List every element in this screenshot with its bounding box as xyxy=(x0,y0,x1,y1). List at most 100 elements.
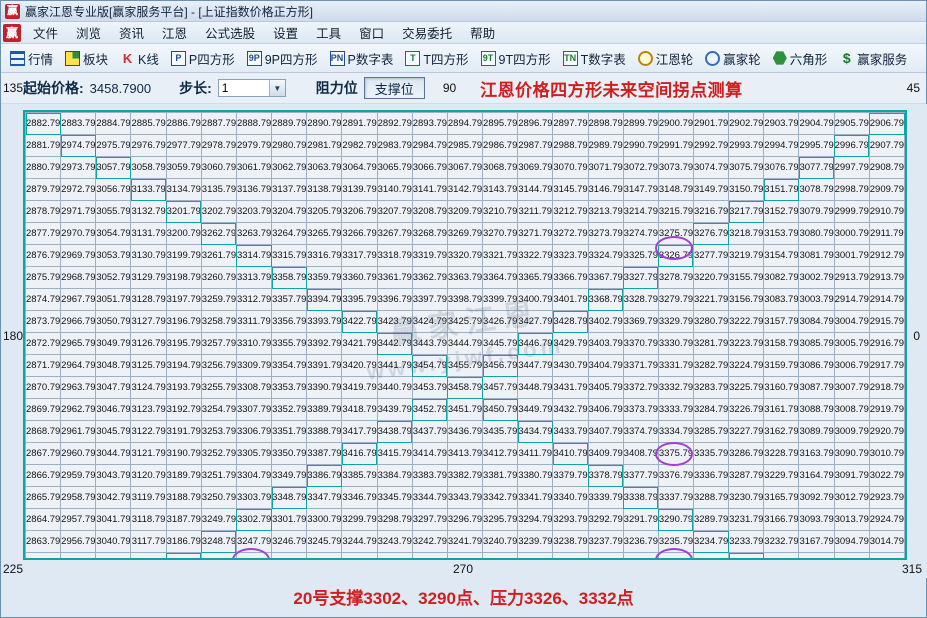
table-cell[interactable]: 3010.79 xyxy=(868,442,905,465)
table-cell[interactable]: 3199.79 xyxy=(165,244,202,267)
table-cell[interactable]: 3007.79 xyxy=(833,376,870,399)
table-cell[interactable]: 3387.79 xyxy=(306,442,343,465)
table-cell[interactable]: 3131.79 xyxy=(130,222,167,245)
table-cell[interactable]: 3283.79 xyxy=(692,376,730,399)
table-cell[interactable]: 3451.79 xyxy=(446,398,484,421)
table-cell[interactable]: 2999.79 xyxy=(833,200,870,223)
table-cell[interactable]: 3243.79 xyxy=(376,530,413,553)
table-cell[interactable]: 3215.79 xyxy=(657,200,694,223)
table-cell[interactable]: 3447.79 xyxy=(517,354,554,377)
table-cell[interactable]: 3265.79 xyxy=(306,222,343,245)
table-cell[interactable]: 3408.79 xyxy=(622,442,659,465)
table-row[interactable]: 2876.79 2969.79 3053.79 3130.79 3199.79 3261.… xyxy=(25,244,905,267)
table-cell[interactable]: 3198.79 xyxy=(165,266,202,289)
gann-price-square-table[interactable]: 2882.79 2883.79 2884.79 2885.79 2886.79 2887.… xyxy=(23,110,907,560)
table-cell[interactable]: 3423.79 xyxy=(376,310,413,333)
table-cell[interactable]: 3291.79 xyxy=(622,508,659,531)
table-cell[interactable]: 3284.79 xyxy=(692,398,730,421)
table-cell[interactable]: 3125.79 xyxy=(130,354,167,377)
table-row[interactable]: 2869.79 2962.79 3046.79 3123.79 3192.79 3254.… xyxy=(25,398,905,421)
table-cell[interactable]: 3180.79 xyxy=(341,552,378,558)
table-cell[interactable]: 3406.79 xyxy=(587,398,624,421)
table-cell[interactable]: 3177.79 xyxy=(446,552,484,558)
table-cell[interactable]: 3314.79 xyxy=(235,244,273,267)
table-cell[interactable]: 2975.79 xyxy=(95,134,132,157)
table-cell[interactable]: 3059.79 xyxy=(165,156,202,179)
table-cell[interactable]: 3353.79 xyxy=(271,376,308,399)
table-cell[interactable]: 2878.79 xyxy=(25,200,62,223)
table-cell[interactable]: 2967.79 xyxy=(60,288,97,311)
table-cell[interactable]: 3225.79 xyxy=(728,376,765,399)
table-cell[interactable]: 3065.79 xyxy=(376,156,413,179)
table-cell[interactable]: 2893.79 xyxy=(411,112,448,135)
table-cell[interactable]: 3443.79 xyxy=(411,332,448,355)
table-cell[interactable]: 3303.79 xyxy=(235,486,273,509)
table-cell[interactable]: 3197.79 xyxy=(165,288,202,311)
table-cell[interactable]: 3417.79 xyxy=(341,420,378,443)
table-cell[interactable]: 3248.79 xyxy=(200,530,237,553)
table-cell[interactable]: 3009.79 xyxy=(833,420,870,443)
table-cell[interactable]: 2983.79 xyxy=(376,134,413,157)
table-cell[interactable]: 3072.79 xyxy=(622,156,659,179)
table-cell[interactable]: 3221.79 xyxy=(692,288,730,311)
table-cell[interactable]: 2871.79 xyxy=(25,354,62,377)
table-cell[interactable]: 3238.79 xyxy=(552,530,589,553)
table-cell[interactable]: 2876.79 xyxy=(25,244,62,267)
table-cell[interactable]: 3137.79 xyxy=(271,178,308,201)
table-cell[interactable]: 3292.79 xyxy=(587,508,624,531)
table-cell[interactable]: 3352.79 xyxy=(271,398,308,421)
table-cell[interactable]: 3252.79 xyxy=(200,442,237,465)
table-cell[interactable]: 3193.79 xyxy=(165,376,202,399)
table-cell[interactable]: 2920.79 xyxy=(868,420,905,443)
table-cell[interactable]: 3168.79 xyxy=(763,552,800,558)
table-cell[interactable]: 3274.79 xyxy=(622,222,659,245)
table-cell[interactable]: 3203.79 xyxy=(235,200,273,223)
table-cell[interactable]: 3316.79 xyxy=(306,244,343,267)
table-cell[interactable]: 3330.79 xyxy=(657,332,694,355)
table-cell[interactable]: 2905.79 xyxy=(833,112,870,135)
table-row[interactable]: 2873.79 2966.79 3050.79 3127.79 3196.79 3258.… xyxy=(25,310,905,333)
table-cell[interactable]: 2877.79 xyxy=(25,222,62,245)
table-cell[interactable]: 2888.79 xyxy=(235,112,273,135)
table-cell[interactable]: 3399.79 xyxy=(482,288,519,311)
table-cell[interactable]: 3002.79 xyxy=(798,266,835,289)
table-cell[interactable]: 3184.79 xyxy=(200,552,237,558)
table-cell[interactable]: 3086.79 xyxy=(798,354,835,377)
table-cell[interactable]: 2988.79 xyxy=(552,134,589,157)
table-cell[interactable]: 3394.79 xyxy=(306,288,343,311)
table-cell[interactable]: 3230.79 xyxy=(728,486,765,509)
table-cell[interactable]: 3212.79 xyxy=(552,200,589,223)
table-cell[interactable]: 3190.79 xyxy=(165,442,202,465)
table-cell[interactable]: 3319.79 xyxy=(411,244,448,267)
table-cell[interactable]: 3420.79 xyxy=(341,354,378,377)
table-cell[interactable]: 3093.79 xyxy=(798,508,835,531)
table-cell[interactable]: 3013.79 xyxy=(833,508,870,531)
table-cell[interactable]: 3377.79 xyxy=(622,464,659,487)
table-cell[interactable]: 3398.79 xyxy=(446,288,484,311)
table-cell[interactable]: 3424.79 xyxy=(411,310,448,333)
toolbar-button-hexagon[interactable]: 六角形 xyxy=(768,48,833,69)
table-cell[interactable]: 3047.79 xyxy=(95,376,132,399)
table-cell[interactable]: 3354.79 xyxy=(271,354,308,377)
table-cell[interactable]: 3253.79 xyxy=(200,420,237,443)
table-cell[interactable]: 3341.79 xyxy=(517,486,554,509)
table-cell[interactable]: 3157.79 xyxy=(763,310,800,333)
table-cell[interactable]: 3058.79 xyxy=(130,156,167,179)
table-cell[interactable]: 3078.79 xyxy=(798,178,835,201)
table-cell[interactable]: 3411.79 xyxy=(517,442,554,465)
table-cell[interactable]: 3269.79 xyxy=(446,222,484,245)
table-cell[interactable]: 3442.79 xyxy=(376,332,413,355)
table-cell[interactable]: 3435.79 xyxy=(482,420,519,443)
table-cell[interactable]: 3293.79 xyxy=(552,508,589,531)
table-cell[interactable]: 3450.79 xyxy=(482,398,519,421)
table-cell[interactable]: 3063.79 xyxy=(306,156,343,179)
table-cell[interactable]: 3162.79 xyxy=(763,420,800,443)
table-cell[interactable]: 3277.79 xyxy=(692,244,730,267)
table-cell[interactable]: 2919.79 xyxy=(868,398,905,421)
table-cell[interactable]: 3393.79 xyxy=(306,310,343,333)
table-cell[interactable]: 3148.79 xyxy=(657,178,694,201)
table-cell[interactable]: 2866.79 xyxy=(25,464,62,487)
table-cell[interactable]: 2990.79 xyxy=(622,134,659,157)
table-cell[interactable]: 3124.79 xyxy=(130,376,167,399)
table-cell[interactable]: 3328.79 xyxy=(622,288,659,311)
